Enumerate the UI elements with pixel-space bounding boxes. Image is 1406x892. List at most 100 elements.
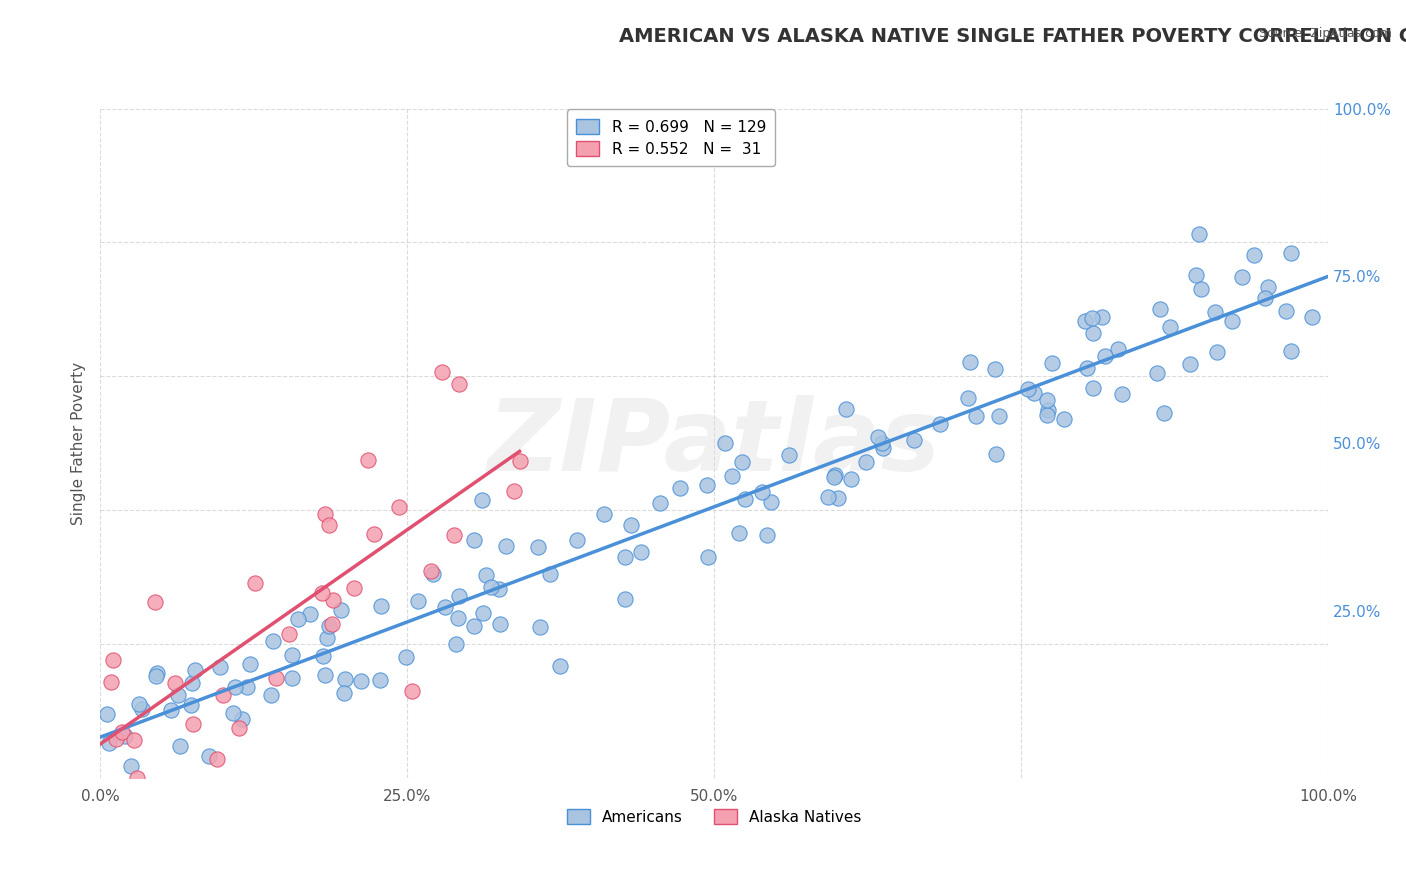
Point (183, 663, 205, 677)
Point (401, 684, 423, 698)
Point (287, 612, 309, 626)
Point (475, 567, 498, 582)
Point (363, 527, 385, 541)
Point (447, 611, 470, 625)
Point (778, 448, 800, 462)
Point (755, 528, 778, 542)
Point (298, 607, 321, 622)
Point (619, 518, 641, 533)
Point (1230, 269, 1253, 284)
Point (713, 435, 735, 450)
Point (169, 739, 191, 754)
Point (243, 576, 266, 591)
Point (502, 483, 524, 498)
Point (430, 365, 453, 379)
Point (1205, 345, 1227, 359)
Point (1189, 282, 1212, 296)
Point (449, 376, 471, 391)
Point (143, 594, 166, 608)
Point (751, 485, 773, 500)
Point (1024, 386, 1046, 401)
Point (264, 672, 287, 686)
Point (312, 648, 335, 663)
Point (434, 599, 457, 614)
Point (1301, 310, 1323, 325)
Point (613, 592, 636, 607)
Point (1074, 314, 1097, 328)
Point (1080, 311, 1102, 326)
Point (97, 736, 120, 750)
Point (1220, 313, 1243, 327)
Point (903, 434, 925, 448)
Point (1090, 310, 1112, 324)
Point (395, 650, 418, 665)
Point (422, 566, 444, 581)
Point (509, 454, 531, 468)
Point (529, 620, 551, 634)
Point (1279, 344, 1302, 359)
Point (277, 627, 299, 641)
Point (855, 455, 877, 469)
Point (734, 491, 756, 506)
Point (100, 674, 122, 689)
Point (957, 392, 980, 406)
Point (333, 686, 356, 700)
Point (1146, 366, 1168, 380)
Point (146, 665, 169, 680)
Point (318, 619, 340, 633)
Point (120, 759, 142, 773)
Point (111, 724, 134, 739)
Point (817, 490, 839, 504)
Point (841, 472, 863, 486)
Point (827, 491, 849, 505)
Point (1279, 246, 1302, 260)
Point (669, 481, 692, 495)
Point (1275, 303, 1298, 318)
Point (727, 526, 749, 541)
Point (180, 676, 202, 690)
Point (823, 469, 845, 483)
Point (1036, 393, 1059, 408)
Point (1149, 301, 1171, 316)
Text: ZIPatlas: ZIPatlas (488, 395, 941, 491)
Point (959, 355, 981, 369)
Point (388, 500, 411, 515)
Point (929, 417, 952, 431)
Point (357, 453, 380, 467)
Point (370, 599, 392, 613)
Point (1081, 381, 1104, 395)
Point (406, 594, 429, 608)
Point (835, 402, 858, 417)
Point (167, 689, 190, 703)
Point (1153, 406, 1175, 420)
Point (335, 673, 357, 687)
Point (488, 582, 510, 596)
Point (318, 518, 340, 533)
Point (231, 711, 253, 725)
Point (209, 660, 232, 674)
Point (316, 631, 339, 645)
Point (984, 362, 1007, 376)
Point (160, 703, 183, 717)
Point (463, 533, 485, 548)
Point (105, 732, 128, 747)
Point (695, 478, 717, 492)
Point (181, 716, 204, 731)
Point (145, 669, 167, 683)
Point (322, 592, 344, 607)
Point (1159, 320, 1181, 334)
Point (260, 688, 283, 702)
Point (731, 455, 754, 469)
Point (872, 441, 894, 455)
Point (965, 409, 987, 423)
Point (350, 674, 373, 689)
Point (212, 689, 235, 703)
Point (1038, 403, 1060, 417)
Text: Source: ZipAtlas.com: Source: ZipAtlas.com (1258, 27, 1392, 40)
Point (866, 430, 889, 444)
Point (471, 606, 494, 620)
Point (479, 581, 502, 595)
Point (314, 667, 336, 681)
Point (163, 676, 186, 690)
Point (1076, 360, 1098, 375)
